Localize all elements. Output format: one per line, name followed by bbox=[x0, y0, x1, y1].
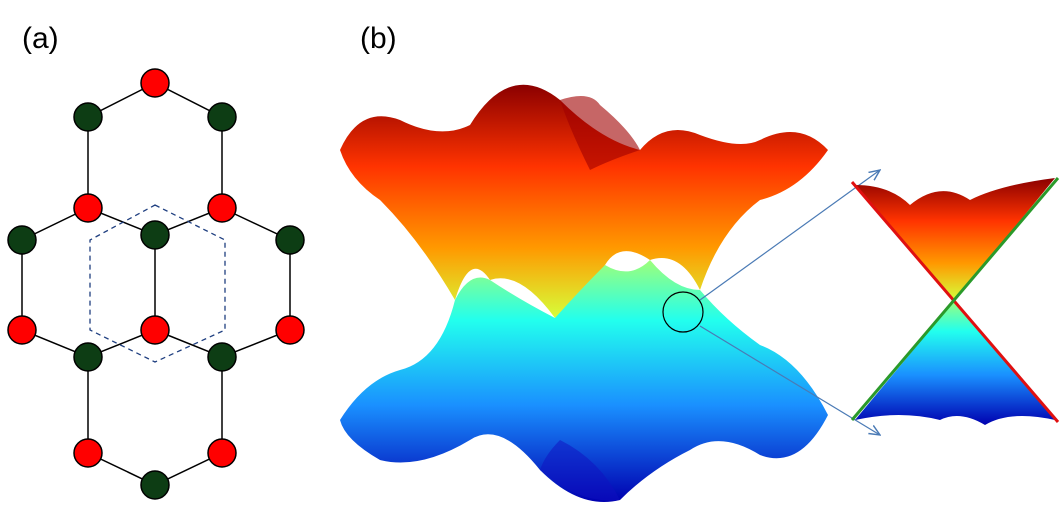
panel-label: (a) bbox=[22, 22, 59, 55]
lattice bbox=[7, 68, 305, 500]
band-structure bbox=[340, 84, 880, 502]
dirac-cone bbox=[850, 177, 1060, 425]
panel-label: (b) bbox=[360, 22, 397, 55]
